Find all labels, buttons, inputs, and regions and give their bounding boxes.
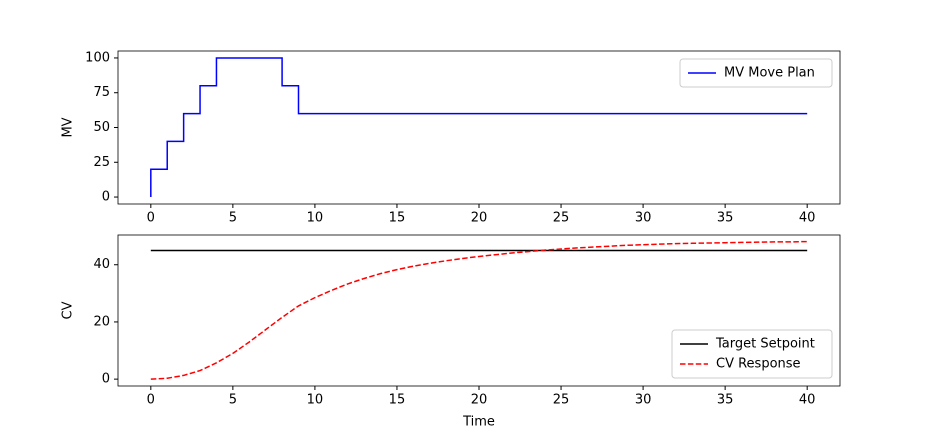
y-axis-label: MV (61, 117, 76, 137)
x-tick-label: 30 (635, 211, 652, 226)
x-tick-label: 40 (799, 393, 816, 408)
x-tick-label: 40 (799, 211, 816, 226)
legend-label: MV Move Plan (724, 66, 815, 81)
y-tick-label: 100 (85, 50, 110, 65)
axes-frame (117, 234, 841, 387)
x-axis-label: Time (462, 415, 495, 430)
y-tick-label: 0 (102, 190, 110, 205)
x-tick-label: 30 (635, 393, 652, 408)
x-tick-label: 25 (553, 211, 570, 226)
y-tick-label: 25 (93, 155, 110, 170)
x-tick-label: 15 (389, 211, 406, 226)
x-tick-label: 10 (307, 211, 324, 226)
x-tick-label: 35 (717, 393, 734, 408)
legend: MV Move Plan (679, 58, 833, 88)
y-tick-label: 20 (93, 314, 110, 329)
axes-frame (117, 50, 841, 205)
axes: 0 5 10 15 20 25 30 35 40 0 20 40 CV Time (61, 234, 841, 430)
y-tick-label: 40 (93, 257, 110, 272)
legend-label: Target Setpoint (715, 337, 815, 352)
y-tick-label: 0 (102, 372, 110, 387)
x-tick-label: 5 (229, 393, 237, 408)
axes: 0 5 10 15 20 25 30 35 40 0 25 50 75 100 MV (61, 50, 841, 226)
x-tick-label: 0 (147, 211, 155, 226)
x-tick-label: 15 (389, 393, 406, 408)
legend-frame (671, 329, 833, 379)
x-tick-label: 10 (307, 393, 324, 408)
legend-frame (679, 58, 833, 88)
x-tick-label: 25 (553, 393, 570, 408)
x-tick-label: 5 (229, 211, 237, 226)
x-tick-label: 20 (471, 211, 488, 226)
x-tick-label: 35 (717, 211, 734, 226)
y-tick-label: 75 (93, 85, 110, 100)
legend-label: CV Response (716, 357, 801, 372)
y-tick-label: 50 (93, 120, 110, 135)
x-tick-label: 20 (471, 393, 488, 408)
legend: Target Setpoint CV Response (671, 329, 833, 379)
series-line (150, 57, 808, 198)
y-axis-label: CV (61, 301, 76, 319)
x-tick-label: 0 (147, 393, 155, 408)
series-line (150, 240, 808, 380)
